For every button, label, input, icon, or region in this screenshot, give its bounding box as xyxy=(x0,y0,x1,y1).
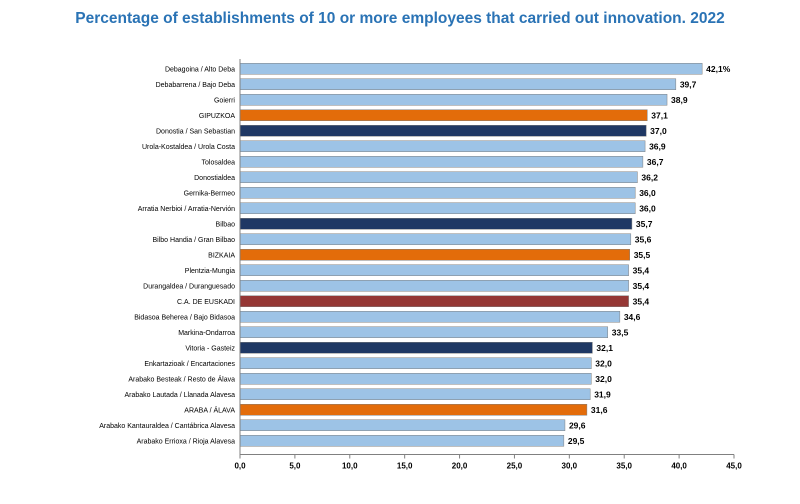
bar-comarca xyxy=(239,187,636,199)
value-label: 35,4 xyxy=(633,265,650,275)
value-label: 35,5 xyxy=(634,250,651,260)
value-label: 29,6 xyxy=(569,420,586,430)
bar-comarca xyxy=(239,311,621,323)
value-label: 35,6 xyxy=(635,234,652,244)
value-label: 32,0 xyxy=(595,374,612,384)
category-label: Arabako Kantauraldea / Cantábrica Alaves… xyxy=(99,423,235,430)
bar-comarca xyxy=(239,435,565,447)
value-label: 35,7 xyxy=(636,219,653,229)
value-label: 31,9 xyxy=(594,389,611,399)
category-label: Markina-Ondarroa xyxy=(178,330,235,337)
bar-capital xyxy=(239,125,647,137)
bar-comarca xyxy=(239,140,646,152)
bar-comarca xyxy=(239,156,644,168)
bar-comarca xyxy=(239,326,609,338)
category-label: GIPUZKOA xyxy=(199,113,236,120)
category-label: Plentzia-Mungia xyxy=(185,268,235,275)
bar-province xyxy=(239,109,648,121)
value-label: 36,0 xyxy=(639,188,656,198)
category-label: Durangaldea / Duranguesado xyxy=(143,283,235,290)
x-tick-label: 40,0 xyxy=(671,462,687,471)
bar-comarca xyxy=(239,233,632,245)
category-label: Arabako Errioxa / Rioja Alavesa xyxy=(137,438,236,445)
bar-comarca xyxy=(239,264,629,276)
x-tick-label: 45,0 xyxy=(726,462,742,471)
x-tick-label: 35,0 xyxy=(616,462,632,471)
category-label: Urola-Kostaldea / Urola Costa xyxy=(142,144,235,151)
bar-comarca xyxy=(239,202,636,214)
category-label: C.A. DE EUSKADI xyxy=(177,299,235,306)
category-label: Debagoina / Alto Deba xyxy=(165,66,235,73)
category-label: Enkartazioak / Encartaciones xyxy=(144,361,235,368)
value-label: 31,6 xyxy=(591,405,608,415)
bar-province xyxy=(239,249,630,261)
category-label: Vitoria - Gasteiz xyxy=(185,345,235,352)
category-label: Donostia / San Sebastian xyxy=(156,128,235,135)
category-label: Bilbo Handia / Gran Bilbao xyxy=(153,237,236,244)
bar-capital xyxy=(239,342,593,354)
value-label: 32,0 xyxy=(595,358,612,368)
category-label: ARABA / ÁLAVA xyxy=(184,405,235,414)
category-label: Debabarrena / Bajo Deba xyxy=(156,82,235,89)
value-label: 36,9 xyxy=(649,141,666,151)
category-label: BIZKAIA xyxy=(208,252,235,259)
x-tick-label: 25,0 xyxy=(507,462,523,471)
x-tick-label: 30,0 xyxy=(562,462,578,471)
x-tick-label: 15,0 xyxy=(397,462,413,471)
bar-capital xyxy=(239,218,633,230)
category-label: Bilbao xyxy=(216,221,236,228)
x-tick-label: 10,0 xyxy=(342,462,358,471)
bar-comarca xyxy=(239,94,668,106)
bar-comarca xyxy=(239,171,638,183)
value-label: 39,7 xyxy=(680,79,697,89)
bar-comarca xyxy=(239,63,703,75)
bar-total xyxy=(239,295,629,307)
bar-comarca xyxy=(239,280,629,292)
value-label: 37,0 xyxy=(650,126,667,136)
value-label: 34,6 xyxy=(624,312,641,322)
category-label: Arratia Nerbioi / Arratia-Nervión xyxy=(138,206,235,213)
value-label: 29,5 xyxy=(568,436,585,446)
bars-group: Debagoina / Alto Deba 42,1% Debabarrena / … xyxy=(99,63,731,447)
bar-comarca xyxy=(239,419,566,431)
value-label: 32,1 xyxy=(596,343,613,353)
value-label: 35,4 xyxy=(633,296,650,306)
bar-province xyxy=(239,404,588,416)
value-label: 42,1% xyxy=(706,64,731,74)
chart-title: Percentage of establishments of 10 or mo… xyxy=(75,10,725,27)
value-label: 37,1 xyxy=(651,110,668,120)
value-label: 38,9 xyxy=(671,95,688,105)
value-label: 36,2 xyxy=(641,172,658,182)
x-tick-label: 5,0 xyxy=(289,462,301,471)
bar-comarca xyxy=(239,357,592,369)
bar-comarca xyxy=(239,373,592,385)
x-tick-label: 20,0 xyxy=(452,462,468,471)
x-axis: 0,0 5,0 10,0 15,0 20,0 25,0 30,0 35,0 40,0 45,0 xyxy=(234,59,742,471)
value-label: 35,4 xyxy=(633,281,650,291)
value-label: 33,5 xyxy=(612,327,629,337)
value-label: 36,0 xyxy=(639,203,656,213)
value-label: 36,7 xyxy=(647,157,664,167)
category-label: Gernika-Bermeo xyxy=(184,190,235,197)
category-label: Arabako Besteak / Resto de Álava xyxy=(128,374,235,383)
bar-comarca xyxy=(239,78,677,90)
bar-comarca xyxy=(239,388,591,400)
category-label: Bidasoa Beherea / Bajo Bidasoa xyxy=(134,314,235,321)
category-label: Donostialdea xyxy=(194,175,235,182)
category-label: Arabako Lautada / Llanada Alavesa xyxy=(124,392,235,399)
category-label: Tolosaldea xyxy=(202,159,236,166)
category-label: Goierri xyxy=(214,97,235,104)
x-tick-label: 0,0 xyxy=(234,462,246,471)
